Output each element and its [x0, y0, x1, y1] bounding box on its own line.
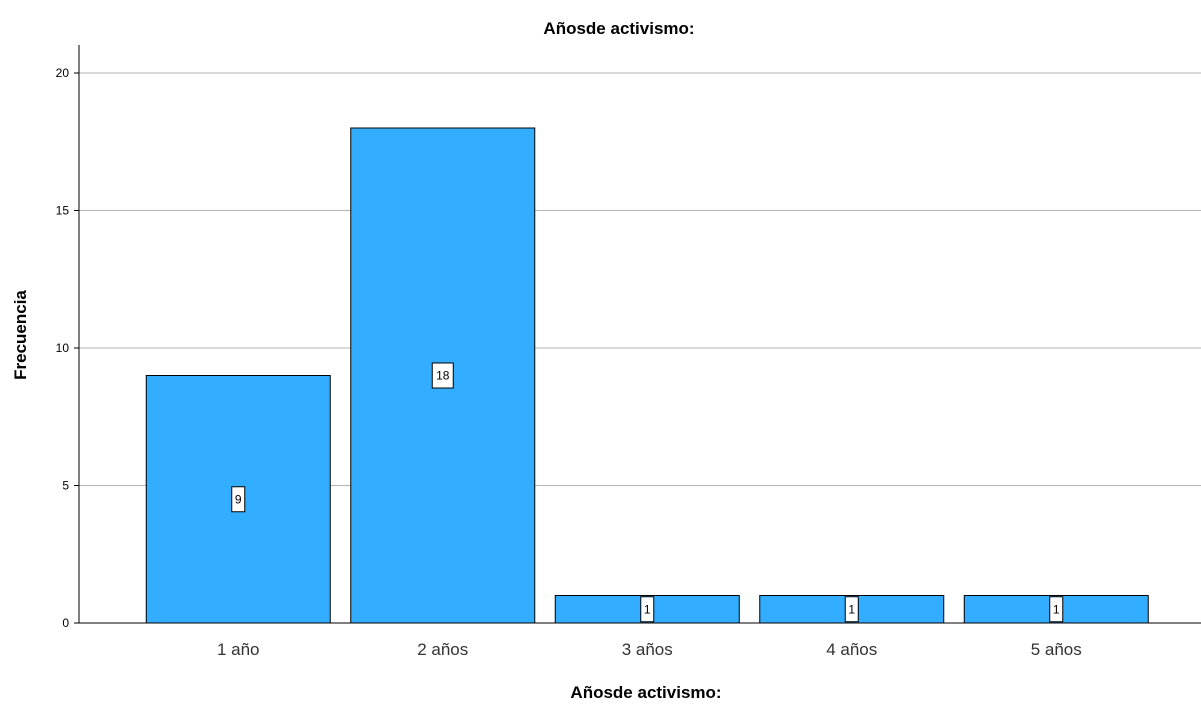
data-label-box	[640, 596, 655, 623]
data-label: 1	[848, 602, 855, 616]
x-tick-label: 3 años	[622, 640, 673, 659]
y-tick-label: 20	[56, 66, 70, 80]
data-label: 9	[235, 492, 242, 506]
x-tick-label: 2 años	[417, 640, 468, 659]
x-tick-labels: 1 año 2 años 3 años 4 años 5 años	[217, 640, 1082, 659]
x-tick-label: 1 año	[217, 640, 260, 659]
y-tick-labels: 0 5 10 15 20	[56, 66, 70, 630]
axes	[78, 45, 1201, 624]
data-label-box	[1049, 596, 1064, 623]
data-label-box	[431, 362, 454, 389]
x-axis-title: Añosde activismo:	[570, 683, 721, 702]
y-axis-title: Frecuencia	[11, 290, 30, 380]
x-tick-label: 4 años	[826, 640, 877, 659]
data-label-box	[844, 596, 859, 623]
data-label-box	[231, 486, 246, 513]
y-tick-label: 5	[62, 479, 69, 493]
chart-title: Añosde activismo:	[543, 19, 694, 38]
data-label: 1	[1053, 602, 1060, 616]
y-tick-label: 10	[56, 341, 70, 355]
y-tick-label: 0	[62, 616, 69, 630]
data-labels: 9 18 1 1 1	[231, 362, 1064, 623]
y-tick-label: 15	[56, 204, 70, 218]
bars	[145, 127, 1149, 624]
data-label: 1	[644, 602, 651, 616]
bar	[145, 375, 331, 624]
data-label: 18	[436, 369, 450, 383]
x-tick-label: 5 años	[1031, 640, 1082, 659]
